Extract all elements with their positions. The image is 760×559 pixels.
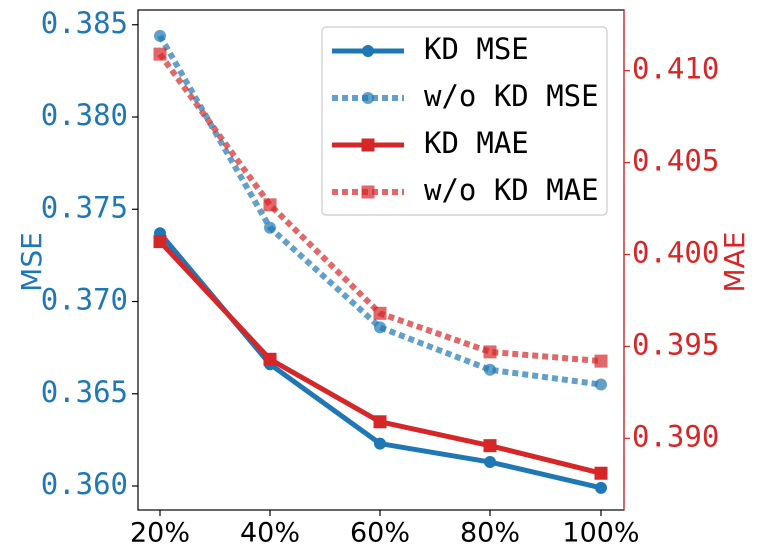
series-w-o-kd-mse [154,29,607,391]
series-layer [153,29,608,494]
data-point [594,354,608,368]
data-point [595,378,607,391]
data-point [154,29,166,42]
data-point [362,45,374,57]
right-axis: 0.390 0.395 0.400 0.405 0.410 [623,10,719,510]
legend-item: KD MAE [332,126,529,160]
data-point [483,439,497,453]
data-point [153,47,167,61]
legend-item: w/o KD MAE [332,173,599,207]
legend-label: KD MAE [424,126,529,160]
x-tick-label: 80% [460,518,520,549]
y-left-tick-label: 0.360 [41,467,128,501]
data-point [153,235,167,249]
x-tick-label: 100% [562,518,639,549]
legend-label: w/o KD MSE [424,79,599,113]
data-point [484,363,496,376]
data-point [373,306,387,320]
series-kd-mae [153,235,608,480]
data-point [373,415,387,429]
data-point [264,221,276,234]
y-right-tick-label: 0.405 [632,144,719,178]
data-point [362,92,374,104]
data-point [374,437,386,450]
y-right-tick-label: 0.395 [632,327,719,361]
legend-item: KD MSE [332,32,529,66]
data-point [361,185,375,199]
y-right-tick-label: 0.390 [632,419,719,453]
y-left-tick-label: 0.380 [41,98,128,132]
data-point [374,321,386,334]
data-point [361,138,375,152]
legend-item: w/o KD MSE [332,79,599,113]
series-line [158,231,602,491]
series-line [157,34,602,388]
x-tick-label: 60% [350,518,410,549]
data-point [263,352,277,366]
y-left-tick-label: 0.365 [41,375,128,409]
series-kd-mse [154,227,607,494]
data-point [594,466,608,480]
data-point [263,198,277,212]
data-point [484,456,496,469]
series-w-o-kd-mae [153,47,608,368]
x-tick-label: 40% [240,518,300,549]
y-right-label: MAE [718,231,751,292]
y-left-tick-label: 0.375 [41,190,128,224]
y-right-tick-label: 0.400 [632,235,719,269]
legend: KD MSE w/o KD MSE KD MAE w/o KD MAE [321,26,608,216]
x-tick-label: 20% [130,518,190,549]
legend-label: KD MSE [424,32,529,66]
data-point [483,345,497,359]
x-axis: 20% 40% 60% 80% 100% [130,510,640,549]
y-left-tick-label: 0.385 [41,6,128,40]
legend-box [321,26,608,216]
y-left-tick-label: 0.370 [41,283,128,317]
y-left-label: MSE [15,232,48,292]
y-right-tick-label: 0.410 [632,52,719,86]
legend-label: w/o KD MAE [424,173,599,207]
data-point [595,481,607,494]
left-axis: 0.360 0.365 0.370 0.375 0.380 0.385 [41,6,138,501]
